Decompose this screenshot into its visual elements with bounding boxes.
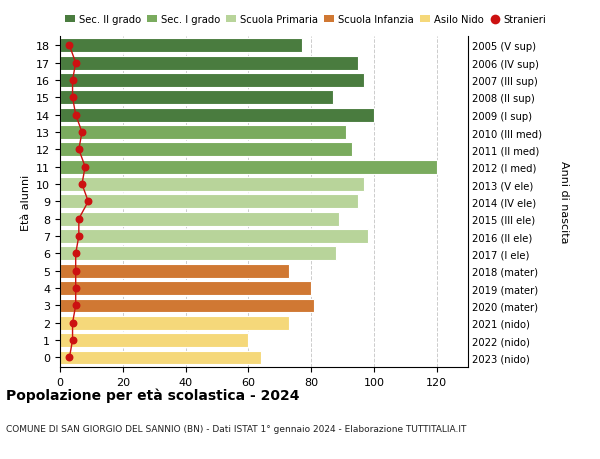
- Bar: [60, 316, 289, 330]
- Point: [71, 285, 80, 292]
- Bar: [60, 264, 289, 278]
- Point: [68, 319, 77, 327]
- Point: [83, 198, 93, 206]
- Point: [74, 146, 83, 154]
- Y-axis label: Anni di nascita: Anni di nascita: [559, 161, 569, 243]
- Bar: [60, 230, 368, 243]
- Y-axis label: Età alunni: Età alunni: [20, 174, 31, 230]
- Text: Popolazione per età scolastica - 2024: Popolazione per età scolastica - 2024: [6, 388, 299, 403]
- Bar: [60, 281, 311, 296]
- Bar: [60, 247, 336, 261]
- Point: [71, 250, 80, 257]
- Point: [68, 95, 77, 102]
- Text: COMUNE DI SAN GIORGIO DEL SANNIO (BN) - Dati ISTAT 1° gennaio 2024 - Elaborazion: COMUNE DI SAN GIORGIO DEL SANNIO (BN) - …: [6, 425, 466, 434]
- Bar: [60, 161, 437, 174]
- Bar: [60, 74, 364, 88]
- Legend: Sec. II grado, Sec. I grado, Scuola Primaria, Scuola Infanzia, Asilo Nido, Stran: Sec. II grado, Sec. I grado, Scuola Prim…: [65, 15, 547, 25]
- Bar: [60, 56, 358, 71]
- Point: [74, 233, 83, 240]
- Bar: [60, 143, 352, 157]
- Point: [68, 77, 77, 84]
- Bar: [60, 126, 346, 140]
- Bar: [60, 213, 340, 226]
- Bar: [60, 39, 302, 53]
- Bar: [60, 178, 364, 191]
- Point: [68, 337, 77, 344]
- Point: [65, 354, 74, 361]
- Point: [71, 268, 80, 275]
- Bar: [60, 91, 333, 105]
- Point: [71, 112, 80, 119]
- Point: [74, 216, 83, 223]
- Point: [71, 302, 80, 309]
- Point: [71, 60, 80, 67]
- Point: [77, 129, 87, 136]
- Bar: [60, 108, 374, 123]
- Bar: [60, 333, 248, 347]
- Bar: [60, 299, 314, 313]
- Point: [80, 164, 90, 171]
- Bar: [60, 351, 261, 364]
- Bar: [60, 195, 358, 209]
- Point: [77, 181, 87, 188]
- Point: [65, 43, 74, 50]
